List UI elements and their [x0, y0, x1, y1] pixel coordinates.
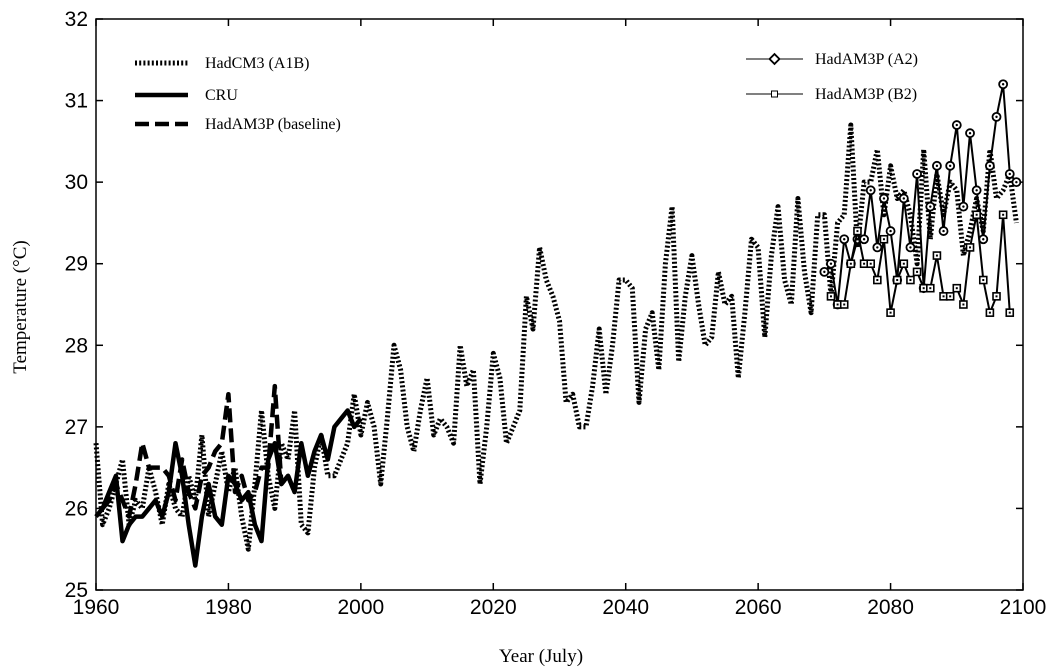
data-point-center — [948, 164, 952, 168]
series-hadam3p-b2- — [826, 210, 1015, 317]
data-point-center — [969, 246, 972, 249]
y-tick-label: 32 — [65, 8, 88, 31]
data-point-center — [863, 262, 866, 265]
data-point-center — [955, 123, 958, 127]
data-point-center — [902, 197, 906, 200]
x-tick-label: 2000 — [337, 596, 384, 619]
data-point-center — [915, 172, 919, 176]
data-point-center — [968, 132, 972, 135]
data-point-center — [1015, 180, 1018, 184]
x-tick-label: 2040 — [602, 596, 649, 619]
x-tick-label: 1960 — [73, 596, 120, 619]
x-tick-label: 2100 — [1000, 596, 1047, 619]
x-tick-label: 2080 — [867, 596, 914, 619]
legend-label: HadAM3P (A2) — [815, 51, 918, 68]
data-point-center — [876, 246, 879, 249]
x-tick-label: 1980 — [205, 596, 252, 619]
data-point-center — [836, 303, 839, 306]
data-point-center — [843, 238, 846, 241]
data-point-center — [869, 189, 872, 192]
data-point-center — [949, 295, 952, 298]
data-point-center — [829, 295, 832, 298]
series-line — [830, 213, 1011, 314]
x-tick-label: 2060 — [735, 596, 782, 619]
x-axis-ticks: 1960 1980 2000 2020 2040 2060 2080 2100 — [73, 19, 1047, 619]
legend-marker — [771, 90, 778, 98]
data-point-center — [843, 303, 846, 306]
x-tick-label: 2020 — [470, 596, 517, 619]
series-cru — [94, 408, 363, 568]
data-point-center — [889, 311, 892, 314]
data-point-center — [1008, 172, 1011, 176]
data-point-center — [982, 279, 985, 282]
data-point-center — [909, 279, 912, 282]
data-point-center — [975, 189, 978, 192]
data-point-center — [929, 287, 932, 290]
y-axis-label: Temperature (°C) — [10, 240, 31, 373]
data-point-center — [862, 238, 866, 241]
data-point-center — [1002, 213, 1005, 216]
legend-label: CRU — [205, 87, 238, 104]
x-axis-label: Year (July) — [499, 646, 583, 667]
data-point-center — [935, 254, 938, 257]
data-point-center — [955, 287, 958, 290]
data-point-center — [916, 270, 919, 273]
data-point-center — [896, 279, 899, 282]
data-point-center — [962, 303, 965, 306]
data-point-center — [856, 230, 859, 233]
data-point-center — [988, 311, 991, 314]
legend: HadCM3 (A1B) CRU HadAM3P (baseline) HadAM3P… — [135, 51, 918, 133]
data-point-center — [869, 262, 872, 265]
y-tick-label: 27 — [65, 416, 88, 439]
y-tick-label: 31 — [65, 90, 88, 113]
data-point-center — [909, 246, 912, 249]
data-point-center — [942, 295, 945, 298]
data-point-center — [882, 197, 886, 200]
series-line — [100, 383, 297, 519]
data-point-center — [942, 229, 945, 233]
data-point-center — [988, 164, 992, 168]
series-line — [94, 408, 363, 568]
y-tick-label: 28 — [65, 334, 88, 357]
series-layer — [93, 79, 1022, 568]
y-tick-label: 26 — [65, 497, 88, 520]
data-point-center — [849, 262, 852, 265]
data-point-center — [995, 115, 998, 119]
data-point-center — [962, 205, 965, 208]
plot-frame — [95, 18, 1024, 591]
y-axis-ticks: 25 26 27 28 29 30 31 32 — [65, 8, 1023, 602]
data-point-center — [1001, 83, 1005, 86]
y-tick-label: 25 — [65, 579, 88, 602]
data-point-center — [823, 270, 826, 274]
data-point-center — [902, 262, 905, 265]
data-point-center — [829, 262, 833, 265]
y-tick-label: 30 — [65, 171, 88, 194]
data-point-center — [882, 238, 885, 241]
data-point-center — [876, 279, 879, 282]
data-point-center — [922, 287, 925, 290]
data-point-center — [1008, 311, 1011, 314]
legend-label: HadAM3P (B2) — [815, 86, 917, 103]
data-point-center — [889, 229, 892, 233]
legend-label: HadAM3P (baseline) — [205, 116, 341, 133]
data-point-center — [995, 295, 998, 298]
y-tick-label: 29 — [65, 253, 88, 276]
legend-marker — [768, 52, 781, 66]
series-hadam3p-baseline- — [100, 383, 297, 519]
plot-border — [95, 18, 1024, 591]
data-point-center — [982, 238, 985, 241]
legend-label: HadCM3 (A1B) — [205, 55, 309, 72]
data-point-center — [975, 213, 978, 216]
data-point-center — [929, 205, 932, 208]
data-point-center — [935, 164, 939, 168]
series-hadcm3-a1b- — [93, 122, 1019, 552]
series-line — [93, 122, 1019, 552]
